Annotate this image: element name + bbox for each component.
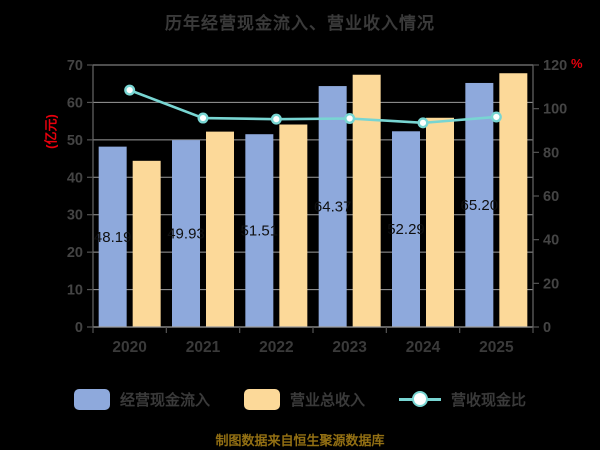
bar-value-label: 48.19 xyxy=(94,229,132,246)
left-tick-label: 60 xyxy=(67,95,83,111)
left-tick-label: 50 xyxy=(67,133,83,149)
legend-item-cash-inflow[interactable]: 经营现金流入 xyxy=(73,389,210,410)
chart-title: 历年经营现金流入、营业收入情况 xyxy=(165,14,435,33)
right-tick-label: 80 xyxy=(543,145,559,161)
bar-revenue xyxy=(279,124,308,327)
bar-value-label: 65.20 xyxy=(461,197,499,214)
ratio-point xyxy=(490,111,502,123)
bar-cash-inflow xyxy=(245,134,274,327)
left-tick-label: 0 xyxy=(75,320,83,336)
right-tick-label: 120 xyxy=(543,58,567,74)
revenue-swatch-icon xyxy=(243,389,280,410)
ratio-line xyxy=(129,88,497,125)
right-tick-label: 20 xyxy=(543,276,559,292)
bar-value-label: 52.29 xyxy=(387,221,425,238)
category-label: 2025 xyxy=(479,339,514,356)
bar-cash-inflow xyxy=(98,146,127,327)
bar-cash-inflow xyxy=(318,86,347,327)
legend-item-ratio[interactable]: 营收现金比 xyxy=(399,389,526,410)
bar-value-label: 64.37 xyxy=(314,199,352,216)
bar-revenue xyxy=(499,73,528,327)
ratio-point xyxy=(417,117,429,129)
left-axis-unit-label: (亿元) xyxy=(43,114,59,149)
bar-value-label: 51.51 xyxy=(241,223,279,240)
bar-value-label: 49.93 xyxy=(167,226,205,243)
category-label: 2020 xyxy=(112,339,146,356)
ratio-point xyxy=(124,84,136,96)
ratio-point xyxy=(197,112,209,124)
ratio-point xyxy=(270,113,282,125)
left-tick-label: 30 xyxy=(67,208,83,224)
bar-revenue xyxy=(352,74,381,327)
data-source-caption: 制图数据来自恒生聚源数据库 xyxy=(215,433,385,448)
bar-cash-inflow xyxy=(392,131,420,327)
bar-revenue xyxy=(132,160,161,327)
left-tick-label: 70 xyxy=(67,58,83,74)
cash-inflow-swatch-icon xyxy=(73,389,110,410)
category-label: 2024 xyxy=(406,339,441,356)
bar-cash-inflow xyxy=(172,140,200,327)
right-tick-label: 40 xyxy=(543,233,559,249)
right-axis-unit-label: % xyxy=(571,56,583,71)
category-label: 2023 xyxy=(332,339,367,356)
legend-label-ratio: 营收现金比 xyxy=(451,392,527,409)
right-tick-label: 60 xyxy=(543,189,559,205)
chart-plot-area: 48.19 49.93 51.51 64.37 52.29 65.20 0 10 20 30 40 5… xyxy=(67,58,567,356)
legend-label-revenue: 营业总收入 xyxy=(289,392,365,409)
ratio-line-swatch-icon xyxy=(399,389,441,410)
bar-cash-inflow xyxy=(465,82,494,327)
ratio-point xyxy=(344,112,356,124)
bar-revenue xyxy=(206,131,234,327)
left-tick-label: 20 xyxy=(67,245,83,261)
legend-label-cash-inflow: 经营现金流入 xyxy=(119,392,210,409)
left-tick-label: 10 xyxy=(67,283,83,299)
left-tick-label: 40 xyxy=(67,170,83,186)
category-label: 2021 xyxy=(186,339,221,356)
legend-item-revenue[interactable]: 营业总收入 xyxy=(243,389,365,410)
right-tick-label: 100 xyxy=(543,102,567,118)
right-tick-label: 0 xyxy=(543,320,551,336)
chart-legend: 经营现金流入 营业总收入 营收现金比 xyxy=(0,389,600,410)
category-label: 2022 xyxy=(259,339,293,356)
bar-revenue xyxy=(426,117,454,327)
